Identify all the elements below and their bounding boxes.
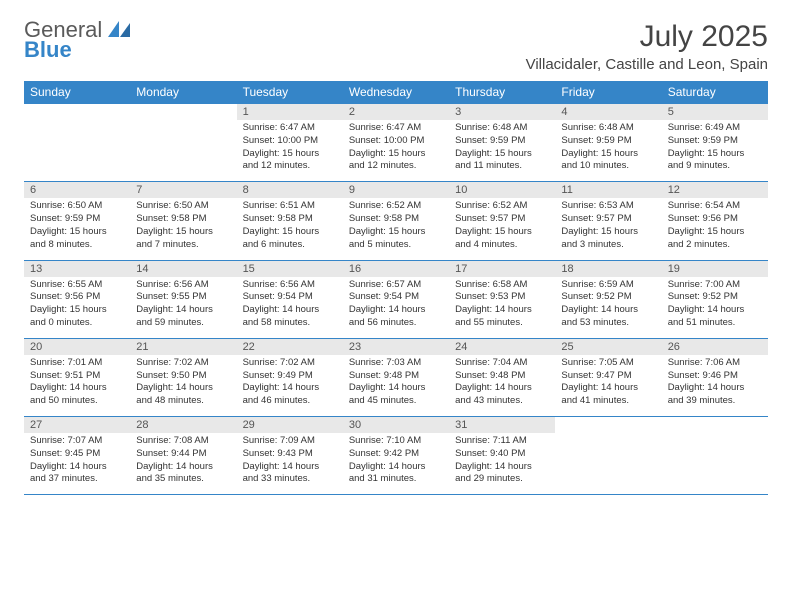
day-of-week-header: Tuesday	[237, 81, 343, 104]
day-number: 29	[237, 417, 343, 434]
day-number: 11	[555, 182, 661, 199]
day-details: Sunrise: 7:08 AMSunset: 9:44 PMDaylight:…	[130, 433, 236, 495]
page-header: General Blue July 2025 Villacidaler, Cas…	[24, 20, 768, 73]
day-details: Sunrise: 6:56 AMSunset: 9:54 PMDaylight:…	[237, 277, 343, 339]
day-details: Sunrise: 7:04 AMSunset: 9:48 PMDaylight:…	[449, 355, 555, 417]
day-details: Sunrise: 6:51 AMSunset: 9:58 PMDaylight:…	[237, 198, 343, 260]
day-details: Sunrise: 6:48 AMSunset: 9:59 PMDaylight:…	[555, 120, 661, 182]
day-number: 3	[449, 104, 555, 121]
day-details: Sunrise: 7:03 AMSunset: 9:48 PMDaylight:…	[343, 355, 449, 417]
brand-secondary: Blue	[24, 37, 72, 62]
day-details: Sunrise: 7:11 AMSunset: 9:40 PMDaylight:…	[449, 433, 555, 495]
day-detail-row: Sunrise: 7:01 AMSunset: 9:51 PMDaylight:…	[24, 355, 768, 417]
day-detail-row: Sunrise: 6:47 AMSunset: 10:00 PMDaylight…	[24, 120, 768, 182]
day-number: 24	[449, 338, 555, 355]
empty-cell	[555, 417, 661, 434]
logo-sail-icon	[108, 20, 130, 40]
day-number-row: 20212223242526	[24, 338, 768, 355]
day-details: Sunrise: 7:06 AMSunset: 9:46 PMDaylight:…	[662, 355, 768, 417]
day-number: 2	[343, 104, 449, 121]
day-number: 20	[24, 338, 130, 355]
day-details: Sunrise: 6:50 AMSunset: 9:58 PMDaylight:…	[130, 198, 236, 260]
day-number: 5	[662, 104, 768, 121]
day-number: 26	[662, 338, 768, 355]
empty-cell	[130, 120, 236, 182]
calendar-table: SundayMondayTuesdayWednesdayThursdayFrid…	[24, 81, 768, 495]
day-details: Sunrise: 7:02 AMSunset: 9:49 PMDaylight:…	[237, 355, 343, 417]
day-details: Sunrise: 7:01 AMSunset: 9:51 PMDaylight:…	[24, 355, 130, 417]
title-block: July 2025 Villacidaler, Castille and Leo…	[526, 20, 768, 73]
empty-cell	[662, 417, 768, 434]
day-number: 10	[449, 182, 555, 199]
empty-cell	[24, 104, 130, 121]
month-title: July 2025	[526, 20, 768, 54]
day-details: Sunrise: 6:47 AMSunset: 10:00 PMDaylight…	[237, 120, 343, 182]
day-number: 27	[24, 417, 130, 434]
day-details: Sunrise: 7:09 AMSunset: 9:43 PMDaylight:…	[237, 433, 343, 495]
day-number-row: 6789101112	[24, 182, 768, 199]
day-details: Sunrise: 6:48 AMSunset: 9:59 PMDaylight:…	[449, 120, 555, 182]
day-number: 16	[343, 260, 449, 277]
day-number-row: 12345	[24, 104, 768, 121]
day-details: Sunrise: 6:57 AMSunset: 9:54 PMDaylight:…	[343, 277, 449, 339]
day-details: Sunrise: 6:56 AMSunset: 9:55 PMDaylight:…	[130, 277, 236, 339]
day-number: 28	[130, 417, 236, 434]
day-number: 8	[237, 182, 343, 199]
day-of-week-header: Friday	[555, 81, 661, 104]
day-number: 1	[237, 104, 343, 121]
day-number: 25	[555, 338, 661, 355]
day-of-week-header: Thursday	[449, 81, 555, 104]
day-details: Sunrise: 6:52 AMSunset: 9:58 PMDaylight:…	[343, 198, 449, 260]
day-number: 21	[130, 338, 236, 355]
day-number: 30	[343, 417, 449, 434]
day-details: Sunrise: 6:58 AMSunset: 9:53 PMDaylight:…	[449, 277, 555, 339]
day-details: Sunrise: 6:52 AMSunset: 9:57 PMDaylight:…	[449, 198, 555, 260]
day-details: Sunrise: 7:10 AMSunset: 9:42 PMDaylight:…	[343, 433, 449, 495]
day-number: 12	[662, 182, 768, 199]
day-number: 14	[130, 260, 236, 277]
empty-cell	[662, 433, 768, 495]
day-details: Sunrise: 6:53 AMSunset: 9:57 PMDaylight:…	[555, 198, 661, 260]
day-number: 22	[237, 338, 343, 355]
day-details: Sunrise: 6:55 AMSunset: 9:56 PMDaylight:…	[24, 277, 130, 339]
day-of-week-header: Wednesday	[343, 81, 449, 104]
day-detail-row: Sunrise: 6:55 AMSunset: 9:56 PMDaylight:…	[24, 277, 768, 339]
day-details: Sunrise: 7:05 AMSunset: 9:47 PMDaylight:…	[555, 355, 661, 417]
day-number: 19	[662, 260, 768, 277]
day-details: Sunrise: 6:54 AMSunset: 9:56 PMDaylight:…	[662, 198, 768, 260]
day-detail-row: Sunrise: 6:50 AMSunset: 9:59 PMDaylight:…	[24, 198, 768, 260]
day-of-week-header: Monday	[130, 81, 236, 104]
day-number: 6	[24, 182, 130, 199]
day-details: Sunrise: 6:49 AMSunset: 9:59 PMDaylight:…	[662, 120, 768, 182]
location: Villacidaler, Castille and Leon, Spain	[526, 56, 768, 73]
day-detail-row: Sunrise: 7:07 AMSunset: 9:45 PMDaylight:…	[24, 433, 768, 495]
day-of-week-header: Sunday	[24, 81, 130, 104]
day-details: Sunrise: 7:00 AMSunset: 9:52 PMDaylight:…	[662, 277, 768, 339]
day-details: Sunrise: 6:59 AMSunset: 9:52 PMDaylight:…	[555, 277, 661, 339]
day-number: 18	[555, 260, 661, 277]
day-number: 9	[343, 182, 449, 199]
day-details: Sunrise: 7:02 AMSunset: 9:50 PMDaylight:…	[130, 355, 236, 417]
day-number-row: 2728293031	[24, 417, 768, 434]
day-number: 13	[24, 260, 130, 277]
day-details: Sunrise: 6:50 AMSunset: 9:59 PMDaylight:…	[24, 198, 130, 260]
day-details: Sunrise: 7:07 AMSunset: 9:45 PMDaylight:…	[24, 433, 130, 495]
day-number: 7	[130, 182, 236, 199]
brand-logo: General Blue	[24, 20, 130, 60]
day-details: Sunrise: 6:47 AMSunset: 10:00 PMDaylight…	[343, 120, 449, 182]
day-number: 15	[237, 260, 343, 277]
day-of-week-header: Saturday	[662, 81, 768, 104]
day-number: 17	[449, 260, 555, 277]
empty-cell	[24, 120, 130, 182]
day-number: 31	[449, 417, 555, 434]
empty-cell	[130, 104, 236, 121]
day-of-week-row: SundayMondayTuesdayWednesdayThursdayFrid…	[24, 81, 768, 104]
empty-cell	[555, 433, 661, 495]
day-number: 4	[555, 104, 661, 121]
day-number: 23	[343, 338, 449, 355]
day-number-row: 13141516171819	[24, 260, 768, 277]
brand-text: General Blue	[24, 20, 130, 60]
